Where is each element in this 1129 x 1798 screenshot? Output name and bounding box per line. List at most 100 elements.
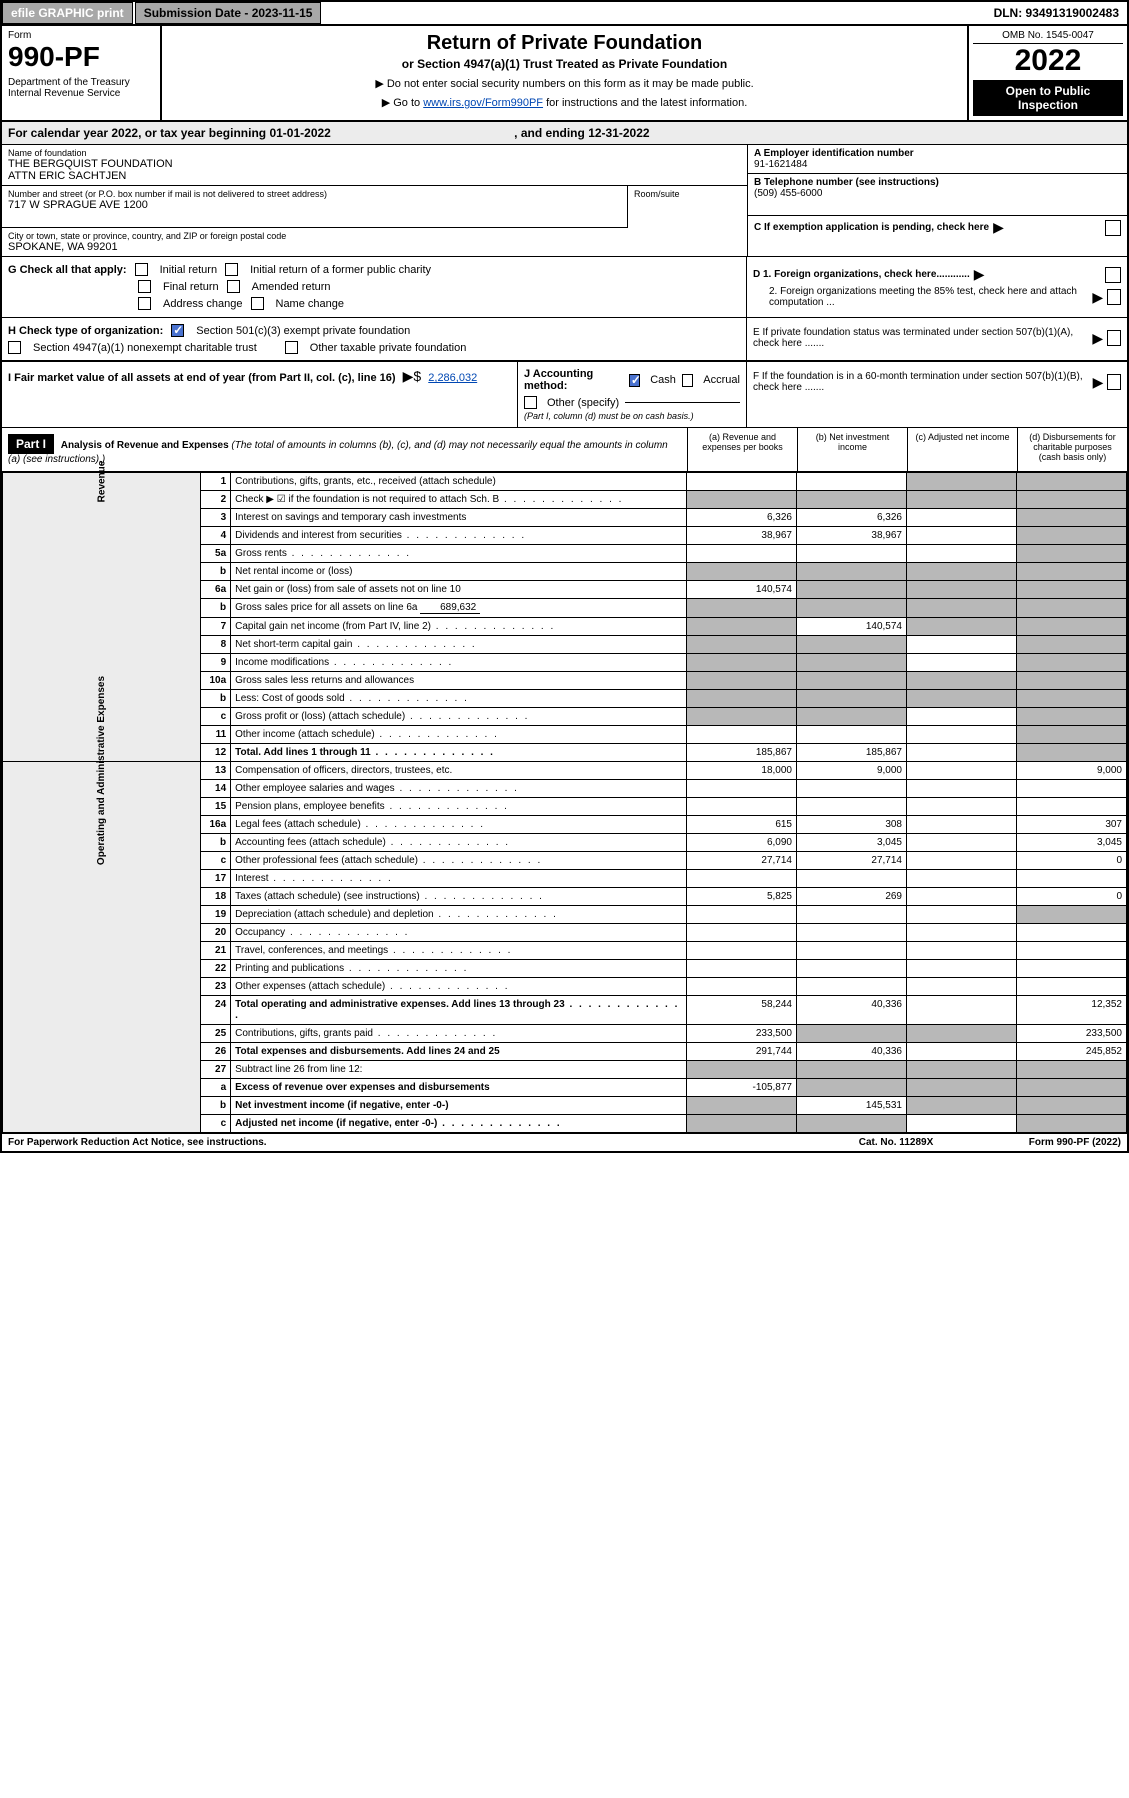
name-label: Name of foundation	[8, 148, 741, 158]
amount-cell	[797, 942, 907, 960]
h-opt-3: Other taxable private foundation	[310, 342, 467, 354]
amount-cell	[797, 563, 907, 581]
j-section: J Accounting method: Cash Accrual Other …	[517, 362, 747, 427]
j-other-checkbox[interactable]	[524, 396, 537, 409]
cal-begin: 01-01-2022	[269, 126, 330, 140]
line-number: 4	[201, 527, 231, 545]
part1-badge: Part I	[8, 434, 54, 454]
j-accrual-checkbox[interactable]	[682, 374, 693, 387]
h-opt-1: Section 501(c)(3) exempt private foundat…	[196, 325, 410, 337]
amount-cell	[907, 726, 1017, 744]
j-cash-checkbox[interactable]	[629, 374, 640, 387]
addr-row: Number and street (or P.O. box number if…	[2, 186, 747, 228]
line-number: 25	[201, 1025, 231, 1043]
amount-cell	[907, 563, 1017, 581]
amount-cell	[907, 473, 1017, 491]
h-501c3-checkbox[interactable]	[171, 324, 184, 337]
footer-right: Form 990-PF (2022)	[971, 1137, 1121, 1148]
line-number: 18	[201, 888, 231, 906]
i-label: I Fair market value of all assets at end…	[8, 372, 396, 384]
amount-cell: 9,000	[797, 762, 907, 780]
amount-cell	[797, 960, 907, 978]
g-address-checkbox[interactable]	[138, 297, 151, 310]
line-number: 17	[201, 870, 231, 888]
j-cash: Cash	[650, 374, 676, 386]
line-number: 16a	[201, 816, 231, 834]
ein-cell: A Employer identification number 91-1621…	[748, 145, 1127, 174]
g-label: G Check all that apply:	[8, 264, 127, 276]
g-name-checkbox[interactable]	[251, 297, 264, 310]
efile-print-button[interactable]: efile GRAPHIC print	[2, 2, 133, 24]
e-checkbox[interactable]	[1107, 330, 1121, 346]
d1-checkbox[interactable]	[1105, 267, 1121, 283]
f-section: F If the foundation is in a 60-month ter…	[747, 362, 1127, 427]
amount-cell	[907, 762, 1017, 780]
line-label: Gross sales less returns and allowances	[231, 672, 687, 690]
col-c-head: (c) Adjusted net income	[907, 428, 1017, 471]
line-number: 15	[201, 798, 231, 816]
amount-cell: 245,852	[1017, 1043, 1127, 1061]
amount-cell	[1017, 798, 1127, 816]
tax-year: 2022	[973, 44, 1123, 78]
ijf-row: I Fair market value of all assets at end…	[2, 361, 1127, 428]
form-number: 990-PF	[8, 41, 154, 73]
col-b-head: (b) Net investment income	[797, 428, 907, 471]
g-initial-checkbox[interactable]	[135, 263, 148, 276]
amount-cell	[687, 798, 797, 816]
h-4947-checkbox[interactable]	[8, 341, 21, 354]
amount-cell	[687, 473, 797, 491]
arrow-icon: ▶	[974, 266, 985, 283]
line-number: 24	[201, 996, 231, 1025]
amount-cell	[1017, 672, 1127, 690]
foundation-city: SPOKANE, WA 99201	[8, 241, 741, 253]
i-section: I Fair market value of all assets at end…	[2, 362, 517, 427]
h-other-checkbox[interactable]	[285, 341, 298, 354]
phone-label: B Telephone number (see instructions)	[754, 177, 1121, 188]
amount-cell: 6,090	[687, 834, 797, 852]
line-number: b	[201, 834, 231, 852]
amount-cell	[687, 1097, 797, 1115]
g-amended-checkbox[interactable]	[227, 280, 240, 293]
c-checkbox[interactable]	[1105, 220, 1121, 236]
dept-treasury: Department of the Treasury Internal Reve…	[8, 77, 154, 99]
header-left: Form 990-PF Department of the Treasury I…	[2, 26, 162, 120]
cal-end: 12-31-2022	[588, 126, 649, 140]
g-initial-former-checkbox[interactable]	[225, 263, 238, 276]
g-final-checkbox[interactable]	[138, 280, 151, 293]
d1-label: D 1. Foreign organizations, check here..…	[753, 269, 970, 280]
f-checkbox[interactable]	[1107, 374, 1121, 390]
d2-checkbox[interactable]	[1107, 289, 1121, 305]
amount-cell: 185,867	[797, 744, 907, 762]
form-link[interactable]: www.irs.gov/Form990PF	[423, 97, 543, 109]
amount-cell	[797, 473, 907, 491]
amount-cell: 269	[797, 888, 907, 906]
amount-cell	[1017, 1097, 1127, 1115]
amount-cell: 6,326	[687, 509, 797, 527]
amount-cell: 9,000	[1017, 762, 1127, 780]
amount-cell: 3,045	[1017, 834, 1127, 852]
e-label: E If private foundation status was termi…	[753, 327, 1088, 349]
line-number: 5a	[201, 545, 231, 563]
amount-cell	[687, 924, 797, 942]
line-number: 11	[201, 726, 231, 744]
amount-cell	[907, 672, 1017, 690]
line-label: Interest on savings and temporary cash i…	[231, 509, 687, 527]
amount-cell	[687, 708, 797, 726]
amount-cell	[797, 1115, 907, 1133]
amount-cell	[1017, 1079, 1127, 1097]
amount-cell	[797, 798, 907, 816]
amount-cell	[687, 690, 797, 708]
amount-cell	[687, 780, 797, 798]
amount-cell	[907, 798, 1017, 816]
h-section: H Check type of organization: Section 50…	[2, 318, 747, 360]
d1-item: D 1. Foreign organizations, check here..…	[753, 266, 1121, 283]
f-item: F If the foundation is in a 60-month ter…	[753, 371, 1121, 393]
amount-cell	[1017, 527, 1127, 545]
amount-cell	[907, 1097, 1017, 1115]
g-opt-4: Address change	[163, 298, 243, 310]
amount-cell	[687, 1115, 797, 1133]
amount-cell	[907, 780, 1017, 798]
fmv-link[interactable]: 2,286,032	[428, 372, 477, 384]
amount-cell	[1017, 654, 1127, 672]
amount-cell: 233,500	[687, 1025, 797, 1043]
